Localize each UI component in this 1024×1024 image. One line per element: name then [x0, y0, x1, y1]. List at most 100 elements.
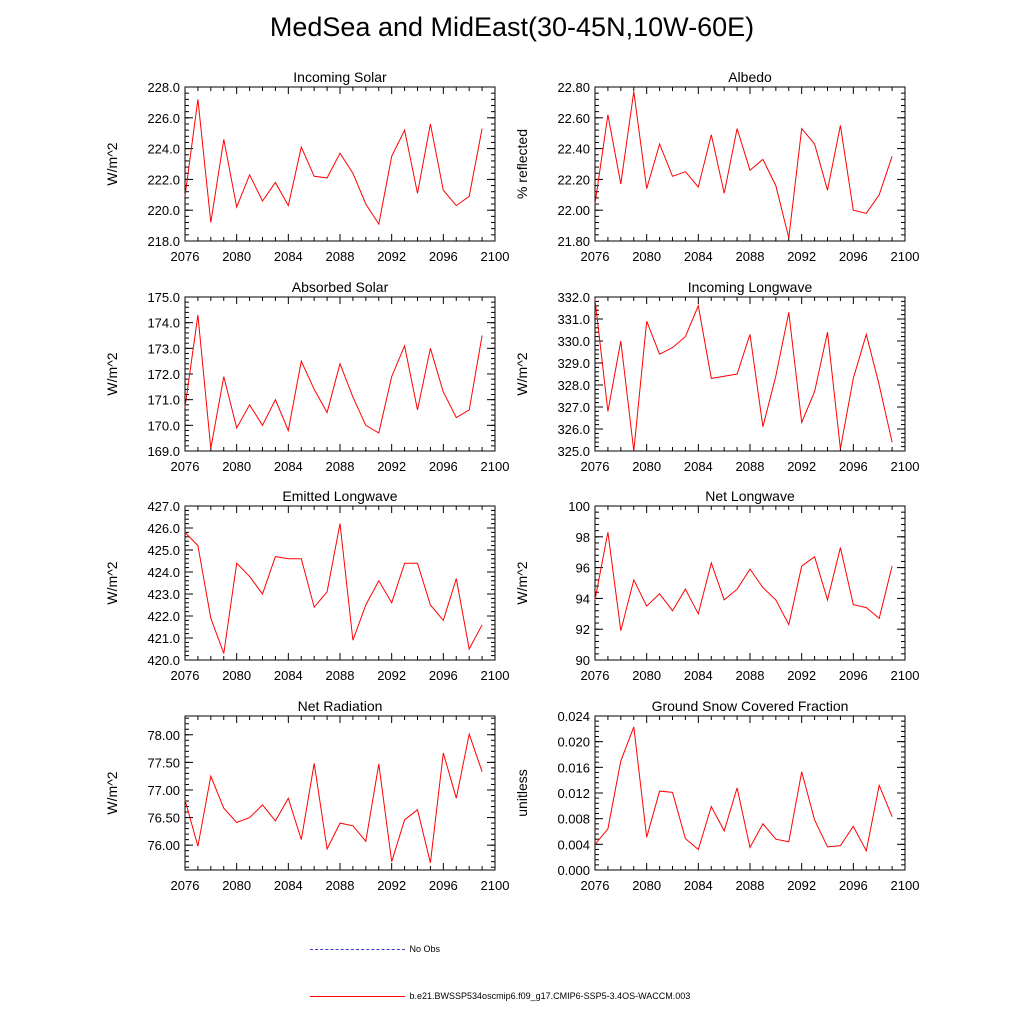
x-tick-label: 2084: [274, 668, 303, 683]
series-line: [594, 532, 893, 631]
x-tick-label: 2076: [171, 459, 200, 474]
x-tick-label: 2092: [377, 459, 406, 474]
y-tick-label: 0.020: [557, 735, 590, 750]
y-tick-label: 329.0: [557, 356, 590, 371]
panel-title: Emitted Longwave: [282, 488, 397, 504]
x-tick-label: 2100: [481, 249, 510, 264]
x-tick-label: 2096: [429, 878, 458, 893]
y-axis-label: W/m^2: [104, 142, 120, 185]
x-tick-label: 2080: [632, 878, 661, 893]
x-tick-label: 2084: [274, 249, 303, 264]
x-tick-label: 2088: [736, 878, 765, 893]
x-tick-label: 2076: [171, 668, 200, 683]
series-line: [184, 732, 483, 863]
y-tick-label: 332.0: [557, 290, 590, 305]
plot-frame: [594, 505, 906, 661]
legend-obs-label: No Obs: [409, 944, 441, 954]
series-line: [184, 523, 483, 654]
x-tick-label: 2076: [581, 878, 610, 893]
x-tick-label: 2084: [684, 878, 713, 893]
panel-5: Net Longwave W/m^2 2076 2080 2084 2088 2092 209…: [514, 488, 919, 683]
x-tick-label: 2080: [222, 249, 251, 264]
y-tick-label: 22.00: [557, 203, 590, 218]
x-tick-label: 2076: [171, 878, 200, 893]
y-tick-label: 327.0: [557, 400, 590, 415]
y-tick-label: 328.0: [557, 378, 590, 393]
x-tick-label: 2096: [839, 878, 868, 893]
plot-frame: [184, 505, 496, 661]
x-tick-label: 2100: [891, 878, 920, 893]
x-tick-label: 2088: [326, 878, 355, 893]
y-tick-label: 425.0: [147, 543, 180, 558]
y-tick-label: 0.012: [557, 786, 590, 801]
x-tick-label: 2076: [581, 249, 610, 264]
y-axis-label: unitless: [514, 769, 530, 816]
x-tick-label: 2084: [684, 249, 713, 264]
x-tick-label: 2096: [839, 249, 868, 264]
y-tick-label: 77.00: [147, 783, 180, 798]
y-tick-label: 22.60: [557, 111, 590, 126]
panel-title: Incoming Solar: [293, 69, 387, 85]
y-axis-label: W/m^2: [104, 352, 120, 395]
y-axis-label: W/m^2: [104, 561, 120, 604]
x-tick-label: 2088: [326, 249, 355, 264]
x-tick-label: 2080: [632, 668, 661, 683]
x-tick-label: 2076: [581, 459, 610, 474]
y-axis-label: W/m^2: [514, 561, 530, 604]
plot-frame: [594, 86, 906, 242]
series-line: [594, 726, 893, 853]
legend-obs-swatch: [310, 949, 405, 951]
panel-title: Net Radiation: [298, 698, 383, 714]
plot-frame: [184, 86, 496, 242]
y-tick-label: 427.0: [147, 499, 180, 514]
series-line: [184, 314, 483, 449]
y-tick-label: 220.0: [147, 203, 180, 218]
y-axis-label: W/m^2: [514, 352, 530, 395]
y-tick-label: 98: [576, 530, 590, 545]
page-title: MedSea and MidEast(30-45N,10W-60E): [269, 12, 755, 42]
y-tick-label: 420.0: [147, 653, 180, 668]
x-tick-label: 2092: [787, 249, 816, 264]
y-tick-label: 0.008: [557, 812, 590, 827]
panel-2: Absorbed Solar W/m^2 2076 2080 2084 2088 2092 2…: [104, 279, 509, 474]
x-tick-label: 2092: [377, 878, 406, 893]
x-tick-label: 2084: [684, 459, 713, 474]
x-tick-label: 2096: [839, 668, 868, 683]
panel-title: Albedo: [728, 69, 772, 85]
plot-frame: [184, 296, 496, 452]
y-tick-label: 228.0: [147, 80, 180, 95]
y-tick-label: 224.0: [147, 142, 180, 157]
y-tick-label: 78.00: [147, 728, 180, 743]
y-tick-label: 96: [576, 561, 590, 576]
y-tick-label: 170.0: [147, 418, 180, 433]
legend-model-label: b.e21.BWSSP534oscmip6.f09_g17.CMIP6-SSP5…: [409, 991, 691, 1001]
y-tick-label: 0.004: [557, 837, 590, 852]
y-tick-label: 218.0: [147, 234, 180, 249]
x-tick-label: 2100: [891, 249, 920, 264]
y-tick-label: 90: [576, 653, 590, 668]
panel-title: Incoming Longwave: [688, 279, 813, 295]
x-tick-label: 2092: [787, 668, 816, 683]
x-tick-label: 2080: [222, 459, 251, 474]
x-tick-label: 2088: [326, 668, 355, 683]
y-tick-label: 100: [568, 499, 590, 514]
x-tick-label: 2092: [787, 878, 816, 893]
x-tick-label: 2088: [736, 668, 765, 683]
panel-title: Net Longwave: [705, 488, 795, 504]
y-tick-label: 424.0: [147, 565, 180, 580]
y-tick-label: 330.0: [557, 334, 590, 349]
y-tick-label: 169.0: [147, 444, 180, 459]
panel-7: Ground Snow Covered Fraction unitless 2076…: [514, 698, 919, 893]
y-tick-label: 0.000: [557, 863, 590, 878]
y-tick-label: 22.80: [557, 80, 590, 95]
x-tick-label: 2076: [581, 668, 610, 683]
x-tick-label: 2100: [891, 668, 920, 683]
y-tick-label: 172.0: [147, 367, 180, 382]
y-tick-label: 174.0: [147, 316, 180, 331]
x-tick-label: 2092: [377, 249, 406, 264]
legend-obs: No Obs: [310, 944, 730, 954]
y-tick-label: 426.0: [147, 521, 180, 536]
series-line: [184, 99, 483, 226]
y-tick-label: 0.016: [557, 760, 590, 775]
x-tick-label: 2084: [274, 878, 303, 893]
